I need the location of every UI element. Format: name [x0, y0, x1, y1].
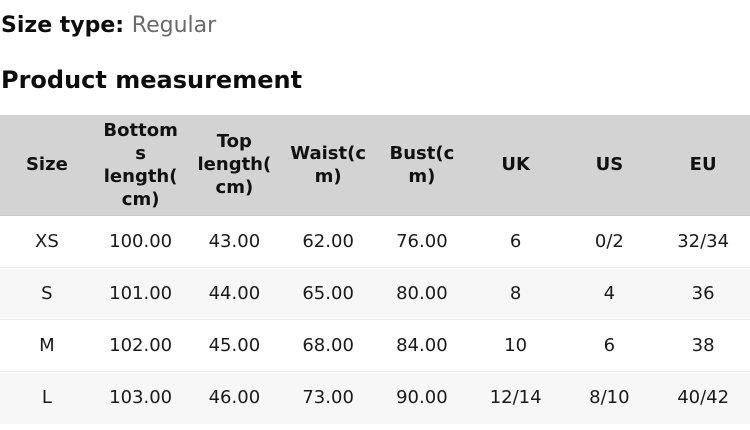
- col-header-waist: Waist(cm): [281, 114, 375, 217]
- cell-us: 8/10: [562, 371, 657, 424]
- cell-bottoms-length: 100.00: [109, 231, 173, 253]
- cell-bottoms-length: 101.00: [93, 267, 188, 320]
- cell-bottoms-length: 103.00: [93, 371, 188, 424]
- cell-waist: 65.00: [281, 267, 375, 320]
- cell-bust: 76.00: [396, 231, 448, 253]
- cell-top-length: 45.00: [187, 319, 282, 372]
- product-measurement-title: Product measurement: [1, 66, 303, 95]
- col-header-size: Size: [0, 114, 94, 217]
- cell-bust: 84.00: [375, 319, 469, 372]
- cell-uk: 10: [468, 319, 563, 372]
- cell-waist: 68.00: [281, 319, 375, 372]
- col-header-bust: Bust(cm): [375, 114, 469, 217]
- product-measurement-table: Size Bottoms length(cm) Top length(cm) W…: [0, 114, 750, 424]
- cell-us: 4: [562, 267, 657, 320]
- cell-top-length: 44.00: [187, 267, 282, 320]
- table-row-s: S 101.00 44.00 65.00 80.00 8 4 36: [0, 267, 750, 320]
- cell-uk: 8: [468, 267, 563, 320]
- cell-eu: 36: [656, 267, 750, 320]
- col-header-bottoms-length: Bottoms length(cm): [93, 114, 188, 217]
- table-row-m: M 102.00 45.00 68.00 84.00 10 6 38: [0, 319, 750, 372]
- cell-top-length: 43.00: [208, 231, 261, 253]
- size-type-value: Regular: [131, 13, 217, 38]
- cell-waist: 73.00: [281, 371, 375, 424]
- size-type-heading: Size type: Regular: [1, 13, 750, 38]
- table-row-l: L 103.00 46.00 73.00 90.00 12/14 8/10 40…: [0, 371, 750, 424]
- cell-eu: 32/34: [677, 231, 730, 253]
- size-type-label: Size type:: [1, 13, 125, 38]
- cell-size: XS: [34, 231, 59, 253]
- cell-uk: 12/14: [468, 371, 563, 424]
- table-body: XS 100.00 43.00 62.00 76.00 6 0/2 32/34 …: [0, 216, 750, 424]
- cell-us: 6: [562, 319, 657, 372]
- cell-uk: 6: [509, 231, 522, 253]
- cell-size: S: [0, 267, 94, 320]
- table-row-xs: XS 100.00 43.00 62.00 76.00 6 0/2 32/34: [0, 216, 750, 268]
- col-header-us: US: [562, 114, 657, 217]
- cell-eu: 40/42: [656, 371, 750, 424]
- cell-bust: 90.00: [375, 371, 469, 424]
- cell-us: 0/2: [594, 231, 624, 253]
- cell-top-length: 46.00: [187, 371, 282, 424]
- col-header-top-length: Top length(cm): [187, 114, 282, 217]
- cell-size: M: [0, 319, 94, 372]
- col-header-uk: UK: [468, 114, 563, 217]
- cell-bust: 80.00: [375, 267, 469, 320]
- cell-eu: 38: [656, 319, 750, 372]
- table-header: Size Bottoms length(cm) Top length(cm) W…: [0, 114, 750, 217]
- cell-waist: 62.00: [302, 231, 354, 253]
- col-header-eu: EU: [656, 114, 750, 217]
- cell-bottoms-length: 102.00: [93, 319, 188, 372]
- table-header-row: Size Bottoms length(cm) Top length(cm) W…: [0, 114, 750, 217]
- cell-size: L: [0, 371, 94, 424]
